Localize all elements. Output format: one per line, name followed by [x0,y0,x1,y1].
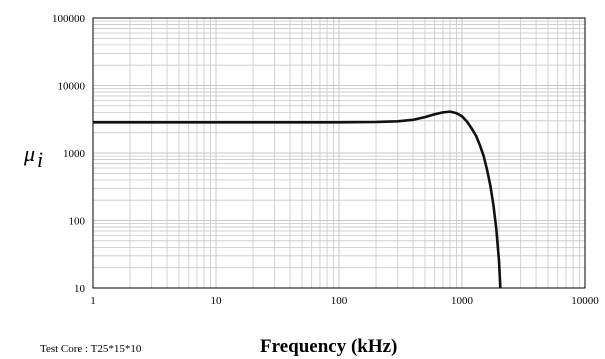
y-tick-label: 100 [69,216,86,228]
x-axis-label: Frequency (kHz) [260,336,397,357]
y-tick-labels: 10 100 1000 10000 100000 [52,13,86,295]
y-tick-label: 100000 [52,13,86,25]
y-tick-label: 10000 [58,81,86,93]
x-tick-label: 1000 [451,295,474,307]
y-tick-label: 10 [74,283,86,295]
y-axis-label: μi [23,141,43,172]
series [93,110,502,289]
grid [93,18,585,288]
x-tick-label: 100 [331,295,348,307]
x-tick-label: 1 [90,295,96,307]
x-tick-labels: 1 10 100 1000 10000 [90,295,599,307]
x-tick-label: 10000 [571,295,599,307]
y-axis-label-text: μi [23,141,43,172]
test-core-note: Test Core : T25*15*10 [40,343,142,355]
permeability-curve [93,110,502,289]
x-tick-label: 10 [211,295,223,307]
plot-frame [92,17,586,289]
y-tick-label: 1000 [63,148,86,160]
